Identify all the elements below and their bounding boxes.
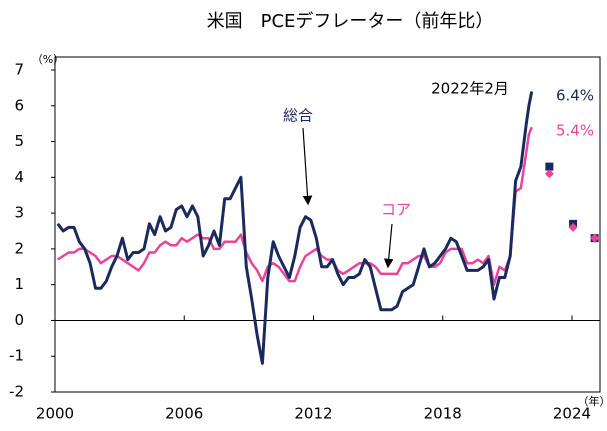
series-line — [57, 126, 533, 286]
series-label: 総合 — [283, 107, 313, 125]
end-label: 6.4% — [556, 87, 594, 105]
end-label: 5.4% — [556, 122, 594, 140]
y-tick-label: 7 — [14, 61, 24, 79]
x-tick-label: 2000 — [36, 405, 74, 423]
series-line — [56, 91, 534, 365]
x-unit: （年） — [578, 394, 607, 408]
y-unit: （%） — [32, 53, 64, 66]
x-tick-label: 2018 — [424, 405, 462, 423]
y-tick-label: 6 — [14, 96, 24, 114]
chart-title: 米国 PCEデフレーター（前年比） — [207, 11, 494, 32]
arrow — [383, 223, 394, 269]
y-tick-label: 4 — [14, 168, 24, 186]
series-label: コア — [381, 201, 411, 219]
y-tick-label: 5 — [14, 132, 24, 150]
projection-marker — [568, 222, 578, 232]
projection-marker — [590, 233, 600, 243]
y-tick-label: 3 — [14, 204, 24, 222]
annotation: 2022年2月 — [431, 80, 509, 98]
x-tick-label: 2012 — [294, 405, 332, 423]
x-tick-label: 2024 — [553, 405, 591, 423]
y-tick-label: 1 — [14, 275, 24, 293]
y-tick-label: 0 — [14, 311, 24, 329]
projection-marker — [545, 162, 554, 171]
y-tick-label: 2 — [14, 239, 24, 257]
plot-frame — [54, 56, 601, 393]
y-tick-label: -1 — [9, 347, 24, 365]
y-tick-label: -2 — [9, 383, 24, 401]
arrow — [302, 127, 313, 206]
projection-marker — [544, 169, 554, 179]
x-tick-label: 2006 — [165, 405, 203, 423]
